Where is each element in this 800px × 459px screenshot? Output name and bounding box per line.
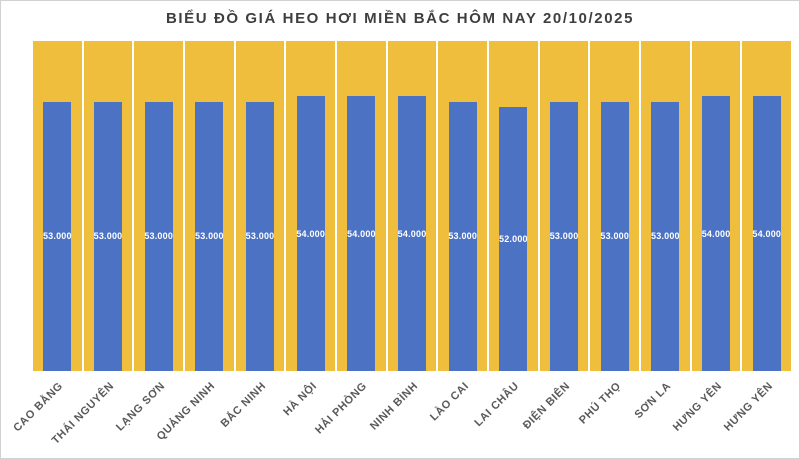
x-axis-label: LÀO CAI — [427, 380, 472, 424]
bar-column: 53.000 LẠNG SƠN — [114, 41, 184, 434]
bar: 53.000 — [144, 101, 174, 371]
bar: 53.000 — [245, 101, 275, 371]
bar-value-label: 54.000 — [296, 228, 326, 239]
bar-column: 53.000 LÀO CAI — [428, 41, 488, 423]
x-axis-label: HÀ NỘI — [280, 380, 320, 419]
bar-value-label: 53.000 — [448, 231, 478, 242]
x-axis-label: HƯNG YÊN — [670, 380, 725, 434]
bar-value-label: 53.000 — [144, 231, 174, 242]
bar-column: 54.000 HƯNG YÊN — [671, 41, 741, 434]
bar-value-label: 54.000 — [752, 228, 782, 239]
bar-value-label: 52.000 — [499, 233, 528, 244]
bar-value-label: 54.000 — [347, 228, 376, 239]
x-axis-label: HƯNG YÊN — [721, 380, 776, 434]
bar-column: 54.000 NINH BÌNH — [368, 41, 437, 432]
bar: 53.000 — [549, 101, 579, 371]
bar-value-label: 53.000 — [245, 231, 275, 242]
bar-column: 53.000 SƠN LA — [633, 41, 690, 421]
bar-column: 54.000 HÀ NỘI — [281, 41, 336, 418]
bar-column: 54.000 HẢI PHÒNG — [313, 41, 386, 436]
bar-column: 52.000 LAI CHÂU — [473, 41, 538, 429]
x-axis-label: CAO BẰNG — [11, 380, 66, 435]
x-axis-label: LẠNG SƠN — [113, 380, 168, 434]
bar: 54.000 — [296, 96, 326, 371]
bar-value-label: 53.000 — [93, 231, 123, 242]
bar-column: 53.000 PHÚ THỌ — [577, 41, 640, 426]
x-axis-label: BẮC NINH — [218, 380, 269, 430]
bar: 53.000 — [42, 101, 72, 371]
x-axis-label: ĐIỆN BIÊN — [520, 380, 573, 432]
bar-column: 53.000 THÁI NGUYÊN — [50, 41, 133, 447]
bar: 53.000 — [448, 101, 478, 371]
chart-title: BIỂU ĐỒ GIÁ HEO HƠI MIỀN BẮC HÔM NAY 20/… — [165, 10, 635, 27]
bar: 53.000 — [600, 101, 630, 371]
bar-value-label: 53.000 — [194, 231, 224, 242]
bar: 53.000 — [194, 101, 224, 371]
bar-column: 53.000 BẮC NINH — [219, 41, 285, 430]
bar: 54.000 — [752, 96, 782, 371]
bar-column: 54.000 HƯNG YÊN — [722, 41, 792, 434]
bar: 52.000 — [499, 106, 528, 371]
bar-value-label: 54.000 — [397, 228, 427, 239]
plot-area: 53.000 CAO BẰNG 53.000 THÁI NGUYÊN 53.000 LẠN… — [12, 41, 792, 447]
bar: 53.000 — [651, 101, 680, 371]
bar-value-label: 53.000 — [600, 231, 630, 242]
bar: 53.000 — [93, 101, 123, 371]
bar: 54.000 — [398, 96, 426, 371]
x-axis-label: HẢI PHÒNG — [313, 380, 370, 437]
bar-value-label: 53.000 — [549, 231, 579, 242]
bar-column: 53.000 QUẢNG NINH — [155, 41, 234, 443]
bar-value-label: 53.000 — [42, 231, 72, 242]
x-axis-label: LAI CHÂU — [472, 380, 522, 430]
bar: 54.000 — [347, 96, 376, 371]
x-axis-label: NINH BÌNH — [368, 380, 421, 433]
bar-value-label: 54.000 — [701, 228, 731, 239]
bar-value-label: 53.000 — [651, 231, 680, 242]
bar: 54.000 — [702, 96, 730, 371]
bar-column: 53.000 ĐIỆN BIÊN — [521, 41, 589, 432]
x-axis-label: PHÚ THỌ — [576, 380, 624, 427]
bar-column: 53.000 CAO BẰNG — [12, 41, 82, 434]
x-axis-label: SƠN LA — [632, 380, 674, 422]
